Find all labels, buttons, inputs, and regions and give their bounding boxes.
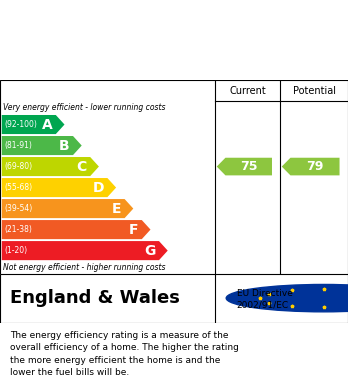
Text: Not energy efficient - higher running costs: Not energy efficient - higher running co… xyxy=(3,263,166,272)
Text: (81-91): (81-91) xyxy=(4,141,32,150)
Text: Very energy efficient - lower running costs: Very energy efficient - lower running co… xyxy=(3,103,166,112)
Polygon shape xyxy=(2,157,99,176)
Text: Energy Efficiency Rating: Energy Efficiency Rating xyxy=(10,32,220,48)
Text: Potential: Potential xyxy=(293,86,335,96)
Circle shape xyxy=(226,285,348,312)
Text: 2002/91/EC: 2002/91/EC xyxy=(237,301,289,310)
Text: G: G xyxy=(144,244,156,258)
Text: Current: Current xyxy=(229,86,266,96)
Text: A: A xyxy=(41,118,52,131)
Polygon shape xyxy=(2,115,64,134)
Text: (69-80): (69-80) xyxy=(4,162,32,171)
Text: (1-20): (1-20) xyxy=(4,246,27,255)
Text: C: C xyxy=(77,160,87,174)
Text: EU Directive: EU Directive xyxy=(237,289,293,298)
Polygon shape xyxy=(2,220,150,239)
Text: F: F xyxy=(129,222,138,237)
Text: 75: 75 xyxy=(240,160,258,173)
Text: (21-38): (21-38) xyxy=(4,225,32,234)
Text: The energy efficiency rating is a measure of the
overall efficiency of a home. T: The energy efficiency rating is a measur… xyxy=(10,331,239,377)
Text: B: B xyxy=(59,138,70,152)
Polygon shape xyxy=(2,241,168,260)
Text: (55-68): (55-68) xyxy=(4,183,32,192)
Polygon shape xyxy=(282,158,340,176)
Polygon shape xyxy=(2,178,116,197)
Polygon shape xyxy=(2,136,82,155)
Text: (92-100): (92-100) xyxy=(4,120,37,129)
Polygon shape xyxy=(217,158,272,176)
Text: D: D xyxy=(93,181,104,195)
Polygon shape xyxy=(2,199,133,218)
Text: E: E xyxy=(112,202,121,215)
Text: (39-54): (39-54) xyxy=(4,204,32,213)
Text: 79: 79 xyxy=(306,160,324,173)
Text: England & Wales: England & Wales xyxy=(10,289,180,307)
